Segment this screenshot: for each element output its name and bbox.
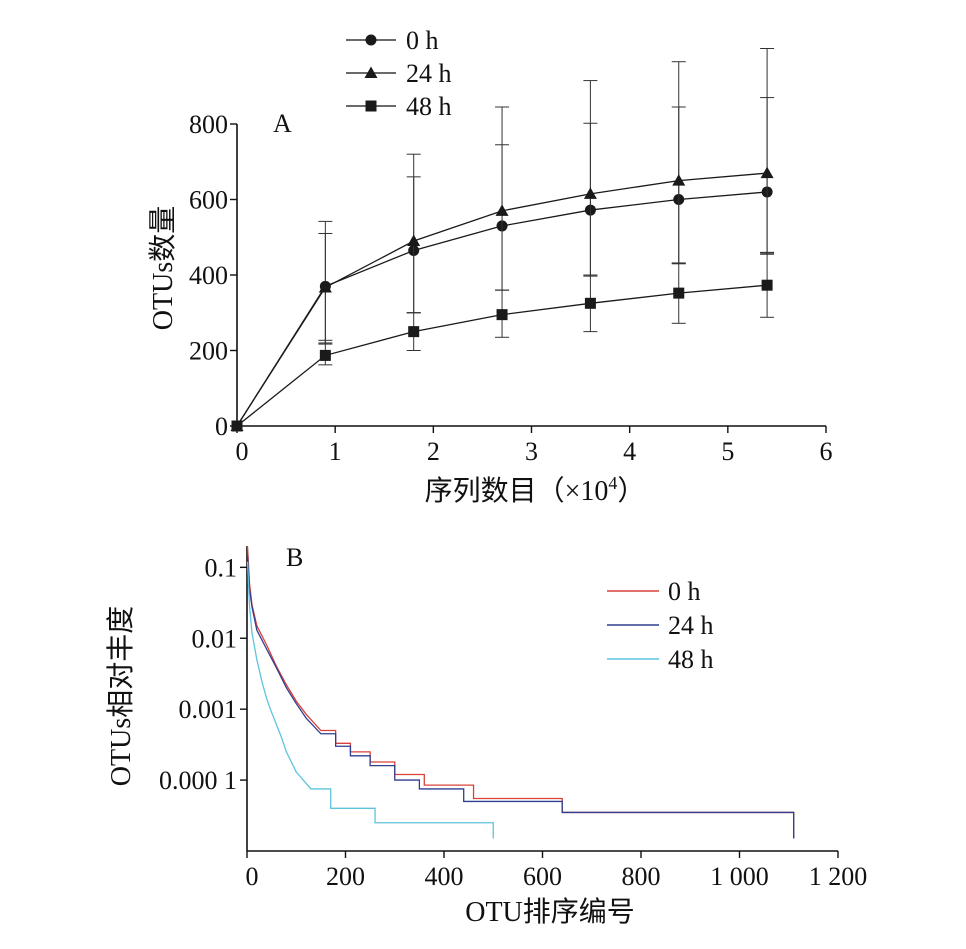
- legend-a-label: 24 h: [406, 59, 452, 88]
- data-point-a: [761, 279, 773, 291]
- data-point-a: [760, 166, 774, 179]
- series-a-24h: [230, 48, 775, 431]
- x-axis-title-a-end: ）: [617, 475, 645, 507]
- data-point-a: [319, 349, 331, 361]
- x-tick-label-a: 0: [236, 437, 249, 466]
- series-a-48h: [231, 252, 775, 432]
- legend-b-label: 0 h: [668, 577, 701, 606]
- y-tick-label-b: 0.001: [179, 695, 238, 724]
- panel-a: 0 h 24 h 48 h A 0 1 2 3 4 5 6 0 200 400 600 800 OTUs数…: [147, 26, 833, 507]
- x-tick-label-a: 2: [427, 437, 440, 466]
- x-tick-label-a: 1: [329, 437, 342, 466]
- x-tick-label-b: 800: [622, 862, 661, 891]
- x-tick-label-b: 0: [246, 862, 259, 891]
- legend-a-item: 24 h: [346, 59, 452, 88]
- x-tick-label-a: 4: [623, 437, 636, 466]
- y-tick-label-b: 0.1: [205, 553, 238, 582]
- legend-b-label: 48 h: [668, 645, 714, 674]
- x-tick-label-b: 600: [523, 862, 562, 891]
- legend-b-item: 0 h: [607, 577, 701, 606]
- y-tick-label-a: 600: [189, 186, 228, 215]
- plot-area-b: [246, 545, 795, 839]
- legend-b: 0 h 24 h 48 h: [607, 577, 714, 674]
- x-tick-label-b: 1 200: [809, 862, 868, 891]
- series-line-b-48h: [246, 561, 494, 839]
- y-tick-label-b: 0.000 1: [159, 766, 237, 795]
- legend-a-item: 48 h: [346, 92, 452, 121]
- data-point-a: [231, 420, 243, 432]
- x-tick-label-a: 5: [721, 437, 734, 466]
- legend-b-item: 48 h: [607, 645, 714, 674]
- data-point-a: [408, 326, 420, 338]
- y-axis-title-b: OTUs相对丰度: [105, 606, 137, 786]
- legend-a-label: 0 h: [406, 26, 439, 55]
- x-axis-title-a: 序列数目（×104）: [425, 473, 646, 507]
- legend-a-label: 48 h: [406, 92, 452, 121]
- data-point-a: [318, 280, 332, 293]
- series-line-b-0h: [246, 545, 795, 839]
- x-axis-title-a-sup: 4: [608, 473, 617, 493]
- x-tick-label-a: 3: [525, 437, 538, 466]
- data-point-a: [583, 187, 597, 199]
- data-point-a: [495, 204, 509, 216]
- x-tick-label-b: 200: [326, 862, 365, 891]
- legend-b-item: 24 h: [607, 611, 714, 640]
- y-tick-label-b: 0.01: [192, 624, 238, 653]
- legend-a-marker: [365, 34, 377, 46]
- y-tick-label-a: 200: [189, 337, 228, 366]
- x-tick-label-a: 6: [820, 437, 833, 466]
- legend-a-marker: [364, 66, 378, 78]
- y-axis-title-a: OTUs数量: [147, 206, 179, 330]
- legend-a-marker: [365, 100, 377, 112]
- x-axis-title-b: OTU排序编号: [465, 896, 635, 928]
- data-point-a: [673, 287, 685, 299]
- data-point-a: [672, 174, 686, 186]
- x-tick-label-b: 1 000: [710, 862, 769, 891]
- data-point-a: [496, 309, 508, 321]
- panel-b: B 0 200 400 600 800 1 000 1 200 0.1 0.01 0.001 0.0…: [105, 543, 867, 928]
- axes-b: 0 200 400 600 800 1 000 1 200 0.1 0.01 0.001 0.000…: [159, 546, 867, 891]
- data-point-a: [584, 297, 596, 309]
- y-tick-label-a: 800: [189, 110, 228, 139]
- y-tick-label-a: 0: [215, 412, 228, 441]
- x-tick-label-b: 400: [425, 862, 464, 891]
- panel-b-label: B: [286, 543, 303, 572]
- plot-area-a: [230, 48, 775, 432]
- legend-a: 0 h 24 h 48 h: [346, 26, 452, 121]
- axes-a: 0 1 2 3 4 5 6 0 200 400 600 800: [189, 110, 833, 466]
- data-point-a: [407, 234, 421, 247]
- legend-a-item: 0 h: [346, 26, 439, 55]
- series-line-b-24h: [246, 554, 795, 839]
- x-axis-title-a-main: 序列数目（×10: [425, 475, 609, 507]
- panel-a-label: A: [273, 109, 292, 138]
- legend-b-label: 24 h: [668, 611, 714, 640]
- y-tick-label-a: 400: [189, 261, 228, 290]
- series-a-0h: [231, 97, 775, 432]
